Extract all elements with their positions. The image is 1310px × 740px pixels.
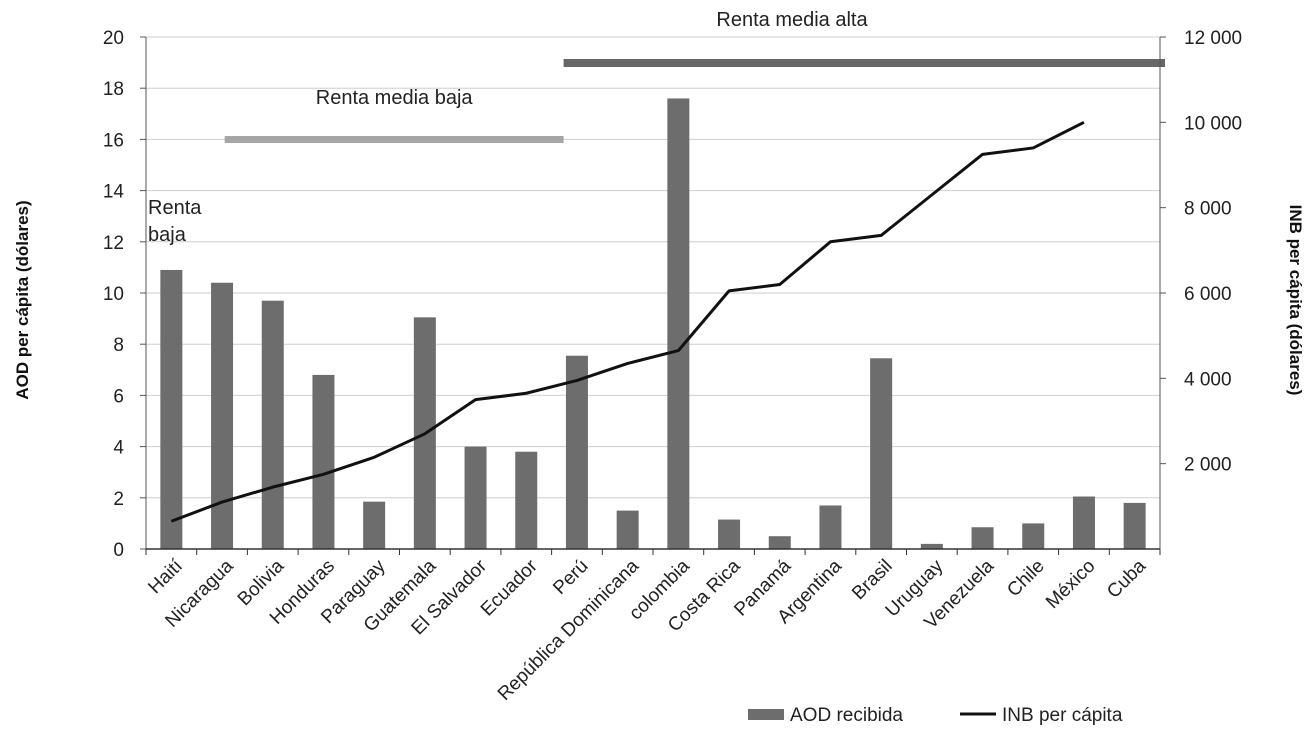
category-label: Perú: [549, 556, 592, 599]
legend-swatch-aod: [748, 709, 784, 720]
right-tick-label: 4 000: [1184, 369, 1232, 390]
band-label-renta-media-alta: Renta media alta: [716, 9, 868, 31]
bar-series: [160, 98, 1146, 549]
bar-aod: [261, 300, 284, 549]
bar-aod: [667, 98, 690, 549]
income-bands: Renta baja Renta media baja Renta media alt…: [148, 9, 1165, 246]
band-bar-renta-media-alta: [563, 59, 1165, 67]
right-tick-label: 8 000: [1184, 199, 1232, 220]
right-axis-ticks: 2 000 4 000 6 000 8 000 10 000 12 000: [1160, 28, 1242, 476]
band-bar-renta-media-baja: [224, 136, 564, 143]
left-tick-label: 6: [113, 386, 124, 407]
bar-aod: [363, 501, 386, 549]
legend: AOD recibida INB per cápita: [748, 705, 1123, 726]
bar-aod: [616, 510, 639, 549]
bar-aod: [160, 269, 183, 549]
left-tick-label: 10: [103, 284, 124, 305]
category-label: Cuba: [1103, 555, 1150, 602]
bar-aod: [1022, 523, 1045, 549]
category-label: Brasil: [848, 556, 896, 604]
right-tick-label: 10 000: [1184, 113, 1242, 134]
category-label: Haití: [144, 555, 187, 598]
bar-aod: [1123, 502, 1146, 549]
left-axis-ticks: 0 2 4 6 8 10 12 14 16 18 20: [103, 28, 146, 561]
category-labels: HaitíNicaraguaBoliviaHondurasParaguayGua…: [144, 555, 1150, 705]
left-tick-label: 8: [113, 335, 124, 356]
left-tick-label: 12: [103, 233, 124, 254]
bar-aod: [515, 451, 538, 549]
band-label-renta-baja-line2: baja: [148, 224, 187, 246]
category-label: México: [1042, 556, 1099, 613]
line-series: [170, 120, 1085, 523]
bar-aod: [819, 505, 842, 549]
bar-aod: [920, 543, 943, 549]
right-tick-label: 6 000: [1184, 284, 1232, 305]
axes: [145, 37, 1161, 555]
right-axis-title: INB per cápita (dólares): [1286, 205, 1305, 396]
gridlines: [146, 36, 1160, 499]
left-tick-label: 14: [103, 182, 125, 203]
bar-aod: [971, 527, 994, 549]
band-label-renta-baja-line1: Renta: [148, 197, 202, 219]
bar-aod: [211, 282, 234, 549]
bar-aod: [312, 374, 335, 549]
legend-label-inb: INB per cápita: [1002, 705, 1123, 726]
left-tick-label: 2: [113, 489, 124, 510]
bar-aod: [565, 355, 588, 549]
left-tick-label: 4: [113, 438, 124, 459]
left-tick-label: 18: [103, 79, 124, 100]
bar-aod: [718, 519, 741, 549]
line-inb: [170, 120, 1085, 523]
bar-aod: [1072, 496, 1095, 549]
bar-aod: [768, 536, 791, 549]
right-tick-label: 2 000: [1184, 455, 1232, 476]
legend-label-aod: AOD recibida: [790, 705, 903, 726]
right-tick-label: 12 000: [1184, 28, 1242, 49]
left-axis-title: AOD per cápita (dólares): [13, 200, 32, 399]
band-label-renta-media-baja: Renta media baja: [316, 87, 474, 109]
bar-aod: [870, 358, 893, 549]
left-tick-label: 20: [103, 28, 124, 49]
bar-aod: [464, 446, 487, 549]
left-tick-label: 16: [103, 130, 124, 151]
category-label: Chile: [1003, 556, 1048, 601]
left-tick-label: 0: [113, 540, 124, 561]
category-label: Ecuador: [477, 555, 542, 620]
